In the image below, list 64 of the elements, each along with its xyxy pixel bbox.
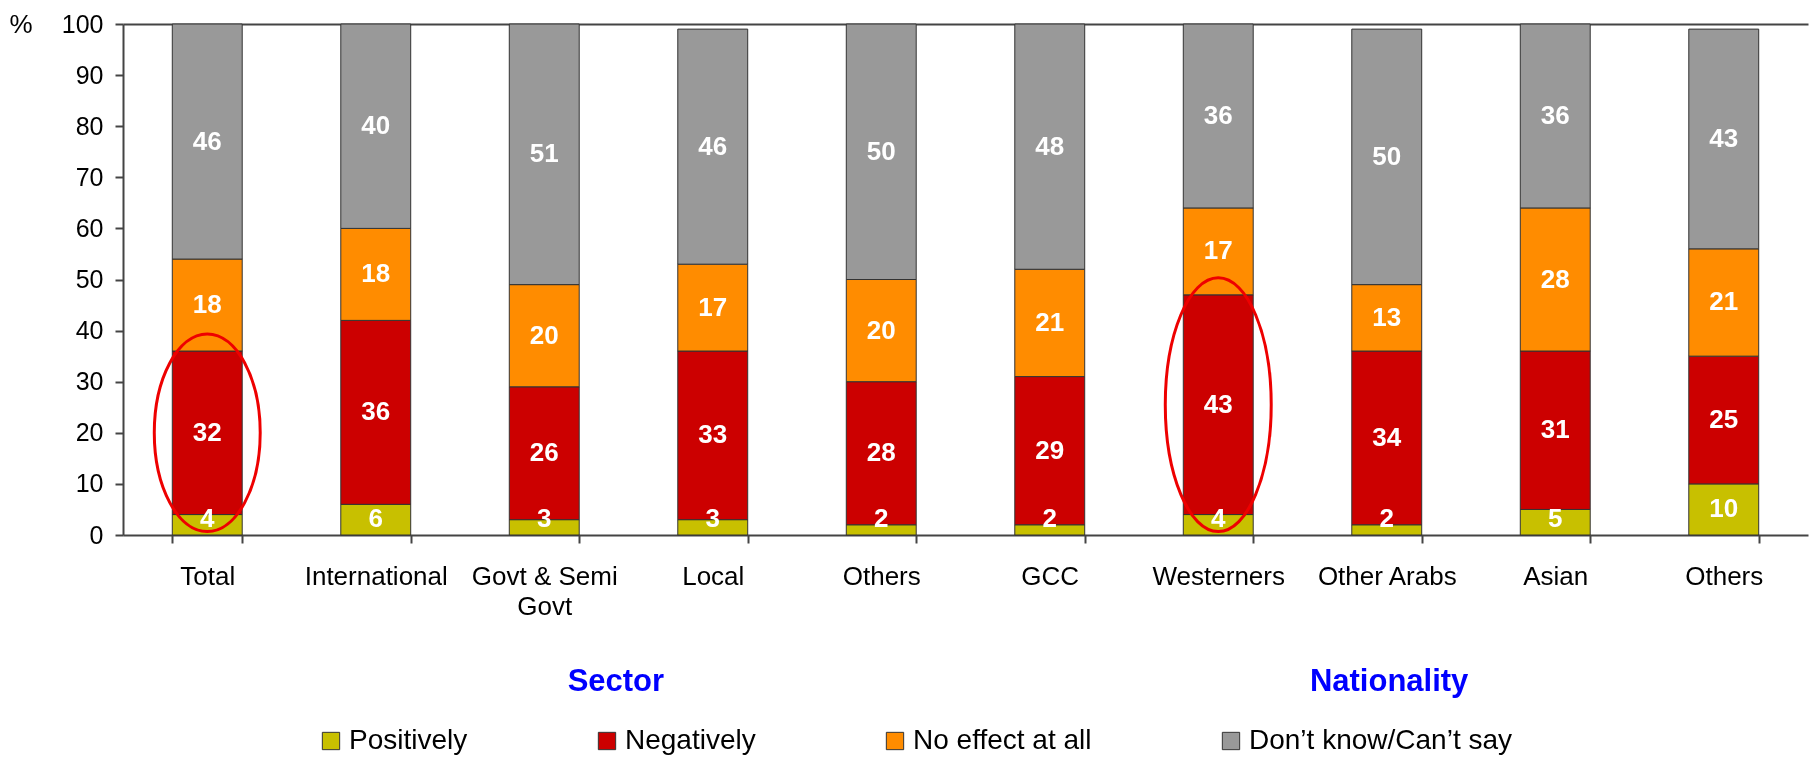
data-label: 51 (529, 138, 559, 169)
y-tick-label: 50 (75, 265, 104, 293)
x-tick-label: GCC (1021, 560, 1080, 591)
data-label: 40 (361, 110, 391, 141)
x-tick-label: Westerners (1152, 560, 1285, 591)
x-tick-label: Local (682, 560, 745, 591)
data-label: 48 (1035, 130, 1065, 161)
legend-label: Don’t know/Can’t say (1249, 724, 1513, 755)
data-label: 28 (866, 437, 896, 468)
data-label: 20 (529, 319, 559, 350)
data-label: 43 (1203, 388, 1233, 419)
data-label: 28 (1540, 263, 1570, 294)
data-label: 36 (1540, 99, 1570, 130)
data-label: 18 (192, 289, 222, 320)
y-tick-label: 30 (75, 367, 104, 396)
data-label: 50 (866, 135, 896, 166)
x-tick-label: Others (842, 560, 921, 591)
data-label: 2 (1042, 503, 1057, 533)
y-tick-label: 80 (75, 111, 104, 140)
data-label: 32 (192, 416, 222, 447)
x-tick-label: Govt & Semi Govt (471, 560, 618, 621)
legend-label: Positively (349, 724, 468, 755)
data-label: 46 (192, 125, 222, 156)
data-label: 33 (698, 419, 728, 450)
data-label: 17 (1203, 235, 1233, 266)
data-label: 31 (1540, 414, 1570, 445)
data-label: 2 (874, 503, 889, 533)
data-label: 2 (1379, 503, 1394, 533)
data-label: 36 (1203, 99, 1233, 130)
x-tick-label: Other Arabs (1317, 560, 1457, 591)
data-label: 36 (361, 396, 391, 427)
data-label: 18 (361, 258, 391, 289)
y-tick-label: 20 (75, 418, 104, 447)
data-label: 46 (698, 130, 728, 161)
x-tick-label: Others (1685, 560, 1764, 591)
data-label: 10 (1709, 493, 1739, 524)
y-axis-title: % (9, 8, 33, 39)
text: Sector (567, 663, 665, 698)
y-tick-label: 40 (75, 316, 104, 345)
legend-label: Negatively (625, 724, 756, 755)
data-label: 34 (1372, 421, 1402, 452)
data-label: 21 (1035, 306, 1065, 337)
y-tick-label: 0 (89, 520, 104, 549)
y-tick-label: 60 (75, 213, 104, 242)
y-tick-label: 90 (75, 60, 104, 89)
data-label: 43 (1709, 122, 1739, 153)
data-label: 21 (1709, 286, 1739, 317)
legend-label: No effect at all (913, 724, 1092, 755)
text: Nationality (1309, 663, 1470, 698)
x-tick-label: Total (180, 560, 236, 591)
data-label: 29 (1035, 434, 1065, 465)
data-label: 5 (1548, 503, 1563, 533)
y-tick-label: 70 (75, 162, 104, 191)
data-label: 6 (368, 503, 383, 533)
y-tick-label: 100 (61, 9, 104, 38)
data-label: 20 (866, 314, 896, 345)
data-label: 50 (1372, 140, 1402, 171)
data-label: 17 (698, 291, 728, 322)
x-tick-label: Asian (1523, 560, 1589, 591)
y-tick-label: 10 (75, 469, 104, 498)
data-label: 13 (1372, 301, 1402, 332)
data-label: 25 (1709, 404, 1739, 435)
x-tick-label: International (304, 560, 448, 591)
data-label: 26 (529, 437, 559, 468)
